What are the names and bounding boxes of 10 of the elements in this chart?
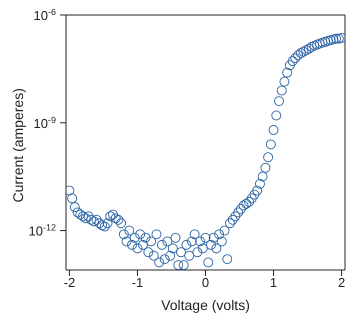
x-tick-label: -1 [132,275,144,290]
x-tick-label: 2 [338,275,346,290]
y-tick-label: 10$^{-12}$ [28,222,56,239]
x-axis-title: Voltage (volts) [161,297,250,313]
y-tick-label: 10$^{-9}$ [34,114,56,131]
x-tick-label: 0 [202,275,210,290]
x-tick-label: 1 [270,275,278,290]
x-tick-label: -2 [64,275,76,290]
y-tick-label: 10$^{-6}$ [34,7,56,23]
y-axis-title: Current (amperes) [10,88,26,202]
